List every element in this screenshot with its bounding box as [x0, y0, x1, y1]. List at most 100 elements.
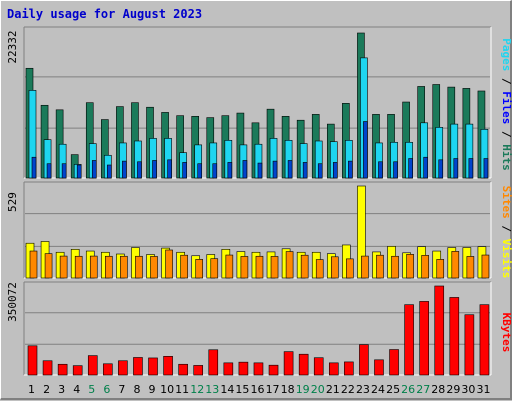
bar-sites-day-29: [451, 251, 460, 279]
day-label-12: 12: [190, 383, 204, 396]
bar-pages-day-7: [122, 160, 127, 179]
bar-sites-day-8: [135, 255, 143, 279]
bar-kbytes-day-13: [208, 349, 219, 376]
bar-sites-day-28: [436, 259, 445, 279]
bar-kbytes-day-7: [118, 360, 128, 376]
bar-kbytes-day-20: [313, 357, 324, 376]
bar-sites-day-26: [406, 254, 414, 279]
bar-kbytes-day-8: [133, 357, 143, 376]
bar-kbytes-day-30: [464, 314, 475, 376]
bar-sites-day-30: [466, 256, 475, 279]
legend-entry-kbytes: KBytes: [500, 313, 512, 353]
day-label-24: 24: [371, 383, 385, 396]
bar-pages-day-28: [438, 159, 444, 179]
bar-sites-day-1: [29, 250, 38, 279]
day-label-20: 20: [311, 383, 325, 396]
day-label-11: 11: [175, 383, 189, 396]
legend-2: Sites / Visits: [500, 186, 512, 279]
bar-pages-day-27: [423, 156, 428, 179]
bar-pages-day-14: [227, 162, 233, 179]
bar-kbytes-day-17: [268, 364, 279, 376]
day-label-22: 22: [341, 383, 355, 396]
y-max-label-1: 22332: [6, 30, 19, 63]
legend-entry-pages: Pages: [500, 38, 512, 71]
day-label-31: 31: [476, 383, 490, 396]
bar-sites-day-13: [210, 258, 219, 279]
bar-pages-day-16: [257, 162, 263, 179]
bar-sites-day-19: [300, 254, 309, 279]
bar-pages-day-17: [272, 160, 278, 179]
bar-sites-day-23: [361, 255, 369, 279]
bar-sites-day-20: [315, 259, 324, 279]
bar-kbytes-day-15: [238, 361, 249, 376]
day-label-4: 4: [73, 383, 80, 396]
bar-kbytes-day-5: [87, 355, 98, 376]
day-label-18: 18: [281, 383, 295, 396]
bar-pages-day-10: [167, 159, 172, 179]
bar-sites-day-16: [255, 255, 264, 279]
bar-pages-day-18: [287, 160, 293, 179]
bar-sites-day-15: [240, 256, 249, 279]
day-label-9: 9: [149, 383, 156, 396]
bar-kbytes-day-19: [298, 353, 309, 376]
legend-separator: /: [500, 219, 512, 239]
legend-1: Pages / Files / Hits: [500, 38, 512, 171]
bar-sites-day-3: [59, 255, 68, 279]
bar-kbytes-day-4: [72, 365, 83, 376]
bar-pages-day-8: [137, 161, 142, 179]
bar-sites-day-7: [120, 255, 128, 279]
day-label-16: 16: [251, 383, 265, 396]
bar-pages-day-19: [302, 162, 308, 179]
bar-kbytes-day-31: [479, 304, 490, 376]
day-label-7: 7: [118, 383, 125, 396]
bar-pages-day-3: [61, 163, 67, 179]
bar-kbytes-day-28: [434, 285, 445, 376]
bar-kbytes-day-24: [374, 359, 384, 376]
bar-pages-day-26: [408, 158, 413, 179]
bar-kbytes-day-21: [328, 362, 339, 376]
bar-kbytes-day-27: [419, 301, 429, 376]
bar-sites-day-31: [481, 254, 490, 279]
bar-sites-day-9: [150, 256, 158, 279]
day-label-29: 29: [446, 383, 460, 396]
bar-kbytes-day-3: [57, 363, 68, 376]
bar-pages-day-12: [197, 163, 203, 179]
bar-pages-day-29: [453, 158, 459, 179]
bar-kbytes-day-18: [283, 351, 294, 376]
bar-sites-day-4: [74, 255, 83, 279]
day-label-13: 13: [205, 383, 219, 396]
day-label-21: 21: [326, 383, 340, 396]
bar-kbytes-day-25: [389, 349, 399, 376]
bar-sites-day-12: [195, 259, 204, 279]
day-label-14: 14: [220, 383, 234, 396]
bar-pages-day-6: [107, 164, 112, 179]
legend-separator: /: [500, 124, 512, 144]
bar-kbytes-day-9: [148, 357, 158, 376]
legend-entry-hits: Hits: [500, 144, 512, 171]
bar-pages-day-2: [46, 163, 52, 179]
day-label-30: 30: [461, 383, 475, 396]
bar-sites-day-5: [89, 255, 98, 279]
bar-sites-day-6: [105, 255, 113, 279]
bar-sites-day-11: [180, 254, 188, 279]
bar-pages-day-9: [152, 160, 157, 179]
day-label-23: 23: [356, 383, 370, 396]
day-label-6: 6: [103, 383, 110, 396]
bar-sites-day-18: [285, 251, 294, 279]
bar-kbytes-day-22: [344, 361, 354, 376]
bar-kbytes-day-16: [253, 362, 264, 376]
y-max-label-2: 529: [6, 192, 19, 212]
bar-pages-day-21: [332, 162, 338, 179]
bar-pages-day-1: [31, 156, 37, 179]
day-label-2: 2: [43, 383, 50, 396]
bar-sites-day-14: [225, 254, 234, 279]
day-label-5: 5: [88, 383, 95, 396]
bar-kbytes-day-1: [27, 345, 38, 376]
bar-pages-day-24: [378, 161, 383, 179]
bar-sites-day-22: [346, 258, 354, 279]
bar-kbytes-day-12: [193, 365, 204, 376]
bar-kbytes-day-10: [163, 356, 173, 376]
bar-kbytes-day-29: [449, 297, 460, 376]
bar-pages-day-31: [483, 158, 489, 179]
